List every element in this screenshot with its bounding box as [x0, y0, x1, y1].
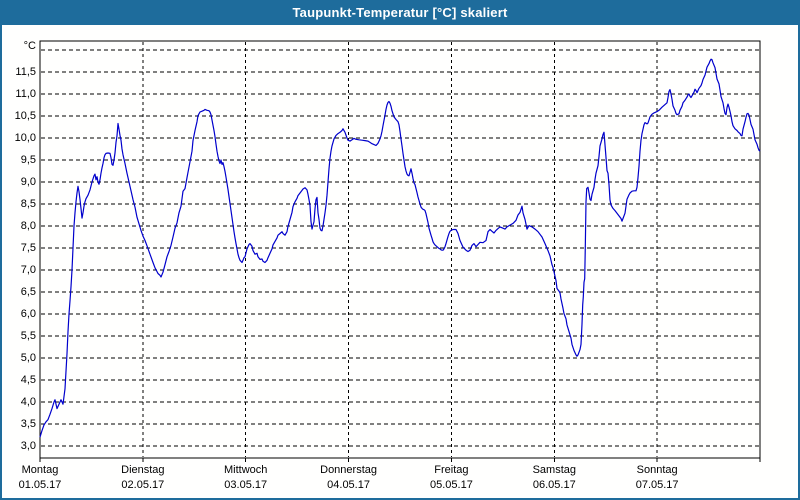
y-axis-label: 11,5	[15, 66, 36, 78]
x-axis-date-label: 06.05.17	[532, 479, 576, 491]
y-axis-label: 7,5	[20, 242, 36, 254]
y-axis-label: 6,5	[20, 286, 36, 298]
y-axis-label: 7,0	[20, 264, 36, 276]
y-axis-label: 8,0	[20, 220, 36, 232]
y-axis-label: 3,5	[20, 418, 36, 430]
y-axis-label: 6,0	[20, 308, 36, 320]
x-axis-day-label: Mittwoch	[224, 464, 268, 476]
y-axis-label: 5,5	[20, 330, 36, 342]
y-axis-label: 4,0	[20, 396, 36, 408]
x-axis-day-label: Donnerstag	[320, 464, 377, 476]
x-axis-date-label: 05.05.17	[430, 479, 473, 491]
y-axis-label: 9,5	[20, 154, 36, 166]
x-axis-date-label: 04.05.17	[327, 479, 370, 491]
plot-frame	[39, 40, 761, 459]
x-axis-day-label: Freitag	[434, 464, 469, 476]
x-axis-date-label: 03.05.17	[224, 479, 268, 491]
x-axis-day-label: Dienstag	[121, 464, 165, 476]
y-axis-label: 10,5	[14, 110, 36, 122]
x-axis-day-label: Sonntag	[636, 464, 678, 476]
x-axis-day-label: Montag	[21, 464, 59, 476]
y-axis-label: 4,5	[20, 374, 36, 386]
x-axis-date-label: 02.05.17	[121, 479, 165, 491]
chart-title: Taupunkt-Temperatur [°C] skaliert	[292, 5, 508, 20]
y-axis-label: 11,0	[15, 88, 36, 100]
x-axis-date-label: 01.05.17	[18, 479, 62, 491]
temperature-line	[39, 58, 761, 438]
x-axis-date-label: 07.05.17	[635, 479, 679, 491]
y-axis-label: 5,0	[20, 352, 36, 364]
y-axis-unit-label: °C	[23, 40, 36, 52]
y-axis-label: 8,5	[20, 198, 36, 210]
y-axis-label: 9,0	[20, 176, 36, 188]
title-bar: Taupunkt-Temperatur [°C] skaliert	[0, 0, 800, 25]
y-axis-label: 3,0	[20, 440, 36, 452]
x-axis-day-label: Samstag	[532, 464, 576, 476]
y-axis-label: 10,0	[14, 132, 36, 144]
